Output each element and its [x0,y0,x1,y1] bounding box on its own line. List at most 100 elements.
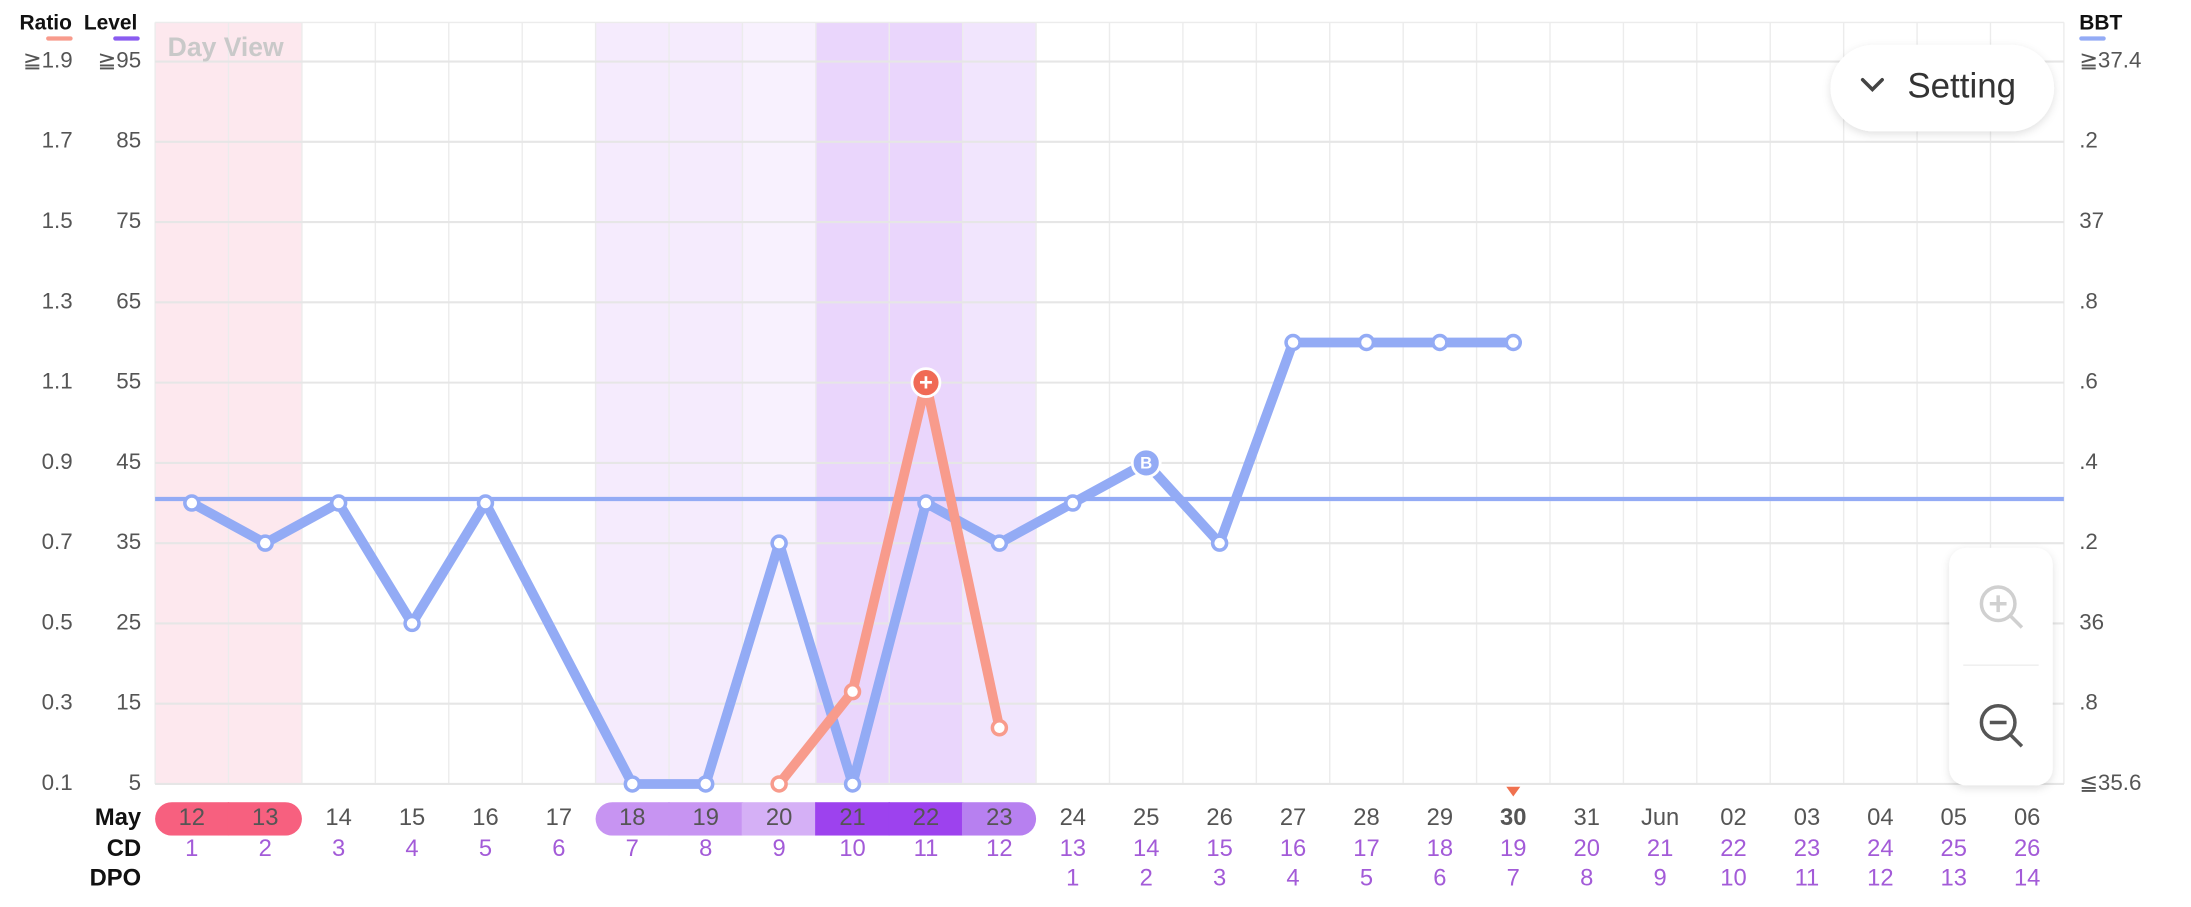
cycle-day: 6 [552,835,565,862]
dpo: 1 [1066,864,1079,891]
y2-tick-label: ≦35.6 [2079,770,2141,795]
data-point [1064,494,1082,512]
day-pill [155,802,230,836]
day-pill [595,802,670,836]
zoom-panel [1949,547,2053,786]
cycle-day: 25 [1941,835,1967,862]
cycle-day: 18 [1427,835,1453,862]
day-band [228,22,302,784]
data-point [696,775,715,793]
x-tick-label: 05 [1941,804,1967,831]
data-point [910,367,942,398]
level-tick-label: 55 [116,369,141,394]
x-tick-label: Jun [1641,804,1679,831]
cycle-day: 16 [1280,835,1306,862]
cycle-day: 2 [259,835,272,862]
day-pill [888,802,964,836]
x-tick-label: 03 [1794,804,1820,831]
day-band [815,22,890,784]
cycle-day: 24 [1867,835,1893,862]
level-tick-label: 5 [129,770,141,795]
x-tick-label: 06 [2014,804,2040,831]
level-tick-label: 45 [116,449,141,474]
cycle-day: 9 [773,835,786,862]
y-tick-label: 0.5 [42,609,73,634]
dpo: 14 [2014,864,2040,891]
y-tick-label: 0.3 [42,690,73,715]
day-pill [741,802,817,836]
y-tick-label: 0.1 [42,770,73,795]
chevron-icon[interactable] [1860,77,1884,92]
zoom-in-handle[interactable] [2009,615,2024,629]
x-tick-label: 14 [325,804,351,831]
row-label: DPO [90,864,141,891]
cycle-day: 21 [1647,835,1673,862]
y-tick-label: 0.7 [42,529,73,554]
level-tick-label: 85 [116,128,141,153]
dpo: 10 [1720,864,1746,891]
cycle-day: 19 [1500,835,1526,862]
zoom-out-handle[interactable] [2009,733,2024,748]
x-tick-label: 22 [913,804,939,831]
y-tick-label: 1.7 [42,128,73,153]
zoom-controls [1949,547,2053,786]
legend-label: Ratio [20,11,72,34]
dpo: 13 [1941,864,1967,891]
cycle-day: 1 [185,835,198,862]
y2-tick-label: 37 [2079,208,2104,233]
data-point [770,775,788,793]
y-tick-label: 1.5 [42,208,73,233]
data-point [1431,333,1449,352]
y2-tick-label: .4 [2079,449,2098,474]
data-point [256,534,274,552]
data-point [329,494,348,512]
data-point [1130,447,1162,479]
y2-tick-label: .8 [2079,288,2098,313]
day-band [595,22,670,784]
x-tick-label: 20 [766,804,792,831]
cycle-day: 10 [839,835,865,862]
x-tick-label: 18 [619,804,645,831]
axis-swatch [113,36,140,41]
legend-swatch [46,36,73,41]
zoom-out[interactable] [1979,703,2024,748]
level-tick-label: 25 [116,609,141,634]
dpo: 5 [1360,864,1373,891]
y2-tick-label: .8 [2079,690,2098,715]
zoom-in-icon[interactable] [1979,585,2017,623]
x-tick-label: 17 [546,804,572,831]
level-tick-label: 65 [116,288,141,313]
day-pill [227,802,302,836]
x-tick-label: 19 [693,804,719,831]
zoom-in[interactable] [1979,585,2024,629]
setting-button-bg[interactable] [1830,44,2055,132]
dpo: 11 [1795,864,1820,891]
legend-swatch [2079,36,2106,41]
x-tick-label: 02 [1720,804,1746,831]
data-point [843,775,862,793]
data-point [403,614,421,633]
x-tick-label: 30 [1500,804,1526,831]
series-line [774,377,1005,789]
setting-button[interactable]: Setting [1830,44,2055,132]
day-pill [815,802,890,836]
zoom-out-icon[interactable] [1979,703,2017,741]
dpo: 8 [1580,864,1593,891]
data-point [1284,333,1302,352]
x-tick-label: 24 [1060,804,1086,831]
level-tick-label: 75 [116,208,141,233]
x-tick-label: 31 [1573,804,1599,831]
point-label: B [1140,454,1152,473]
cycle-day: 22 [1720,835,1746,862]
x-tick-label: 25 [1133,804,1159,831]
day-band [742,22,816,784]
setting-label[interactable]: Setting [1907,66,2016,105]
y2-tick-label: .2 [2079,529,2098,554]
data-point [990,534,1009,552]
level-tick-label: 15 [116,690,141,715]
dpo: 3 [1213,864,1226,891]
y-tick-label: ≧1.9 [23,47,73,72]
cycle-day: 23 [1794,835,1820,862]
level-tick-label: ≧95 [98,47,142,72]
cycle-day: 20 [1573,835,1599,862]
